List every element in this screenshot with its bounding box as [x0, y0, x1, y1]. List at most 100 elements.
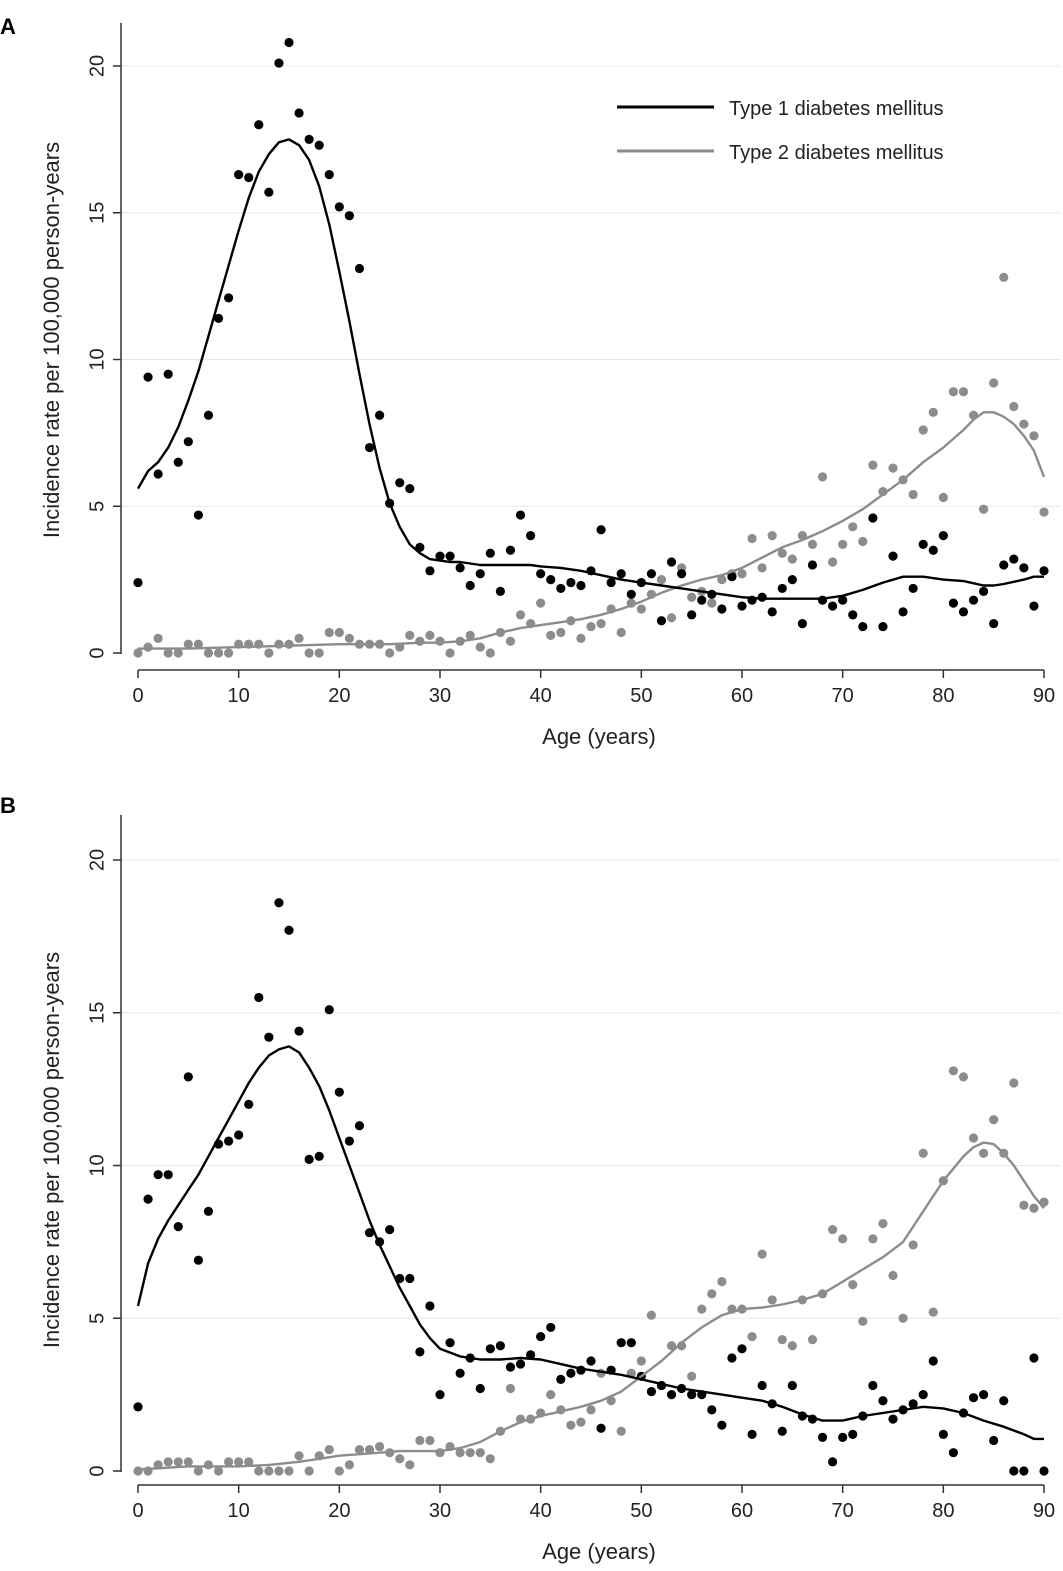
- panel-a-grid: [121, 65, 1060, 507]
- type2-point: [707, 1289, 717, 1299]
- type2-point: [807, 539, 818, 550]
- type2-point: [979, 1148, 989, 1158]
- type1-fit-line: [136, 1045, 1044, 1441]
- type1-point: [596, 525, 606, 535]
- type1-point: [817, 595, 828, 605]
- type1-point: [878, 1396, 888, 1406]
- type2-point: [888, 463, 898, 473]
- type2-point: [153, 633, 163, 643]
- type2-point: [334, 627, 344, 638]
- type2-point: [203, 648, 214, 658]
- type2-point: [828, 557, 838, 567]
- type1-point: [224, 293, 234, 303]
- type2-point: [364, 1445, 375, 1455]
- type1-point: [717, 1420, 727, 1430]
- y-tick-label: 15: [86, 1002, 108, 1024]
- type1-point: [1009, 1466, 1019, 1476]
- type2-point: [616, 627, 626, 638]
- type1-point: [294, 108, 304, 118]
- type1-point: [334, 202, 344, 212]
- type2-point: [848, 1280, 858, 1290]
- type1-point: [677, 569, 687, 579]
- type2-point: [747, 1331, 757, 1342]
- type2-point: [636, 1356, 646, 1366]
- panel-a-axes: 0 5 10 15 20 0 10 20 30 40 50 60 70 80 90: [86, 23, 1055, 707]
- type1-point: [405, 484, 415, 494]
- type2-point: [445, 648, 455, 658]
- panel-b-grid: [121, 859, 1060, 1319]
- x-tick-label: 90: [1033, 1500, 1055, 1522]
- type1-point: [475, 1383, 485, 1394]
- type2-point: [737, 569, 747, 579]
- legend-type1-label: Type 1 diabetes mellitus: [729, 98, 944, 120]
- type1-point: [566, 577, 576, 588]
- type1-point: [153, 469, 163, 479]
- type1-point: [737, 601, 747, 611]
- x-tick-label: 20: [328, 1500, 350, 1522]
- type2-point: [878, 1218, 888, 1229]
- type1-point: [626, 1338, 636, 1348]
- type1-point: [586, 1356, 596, 1366]
- type1-point: [898, 607, 908, 617]
- type1-point: [656, 616, 667, 626]
- type1-point: [465, 580, 475, 591]
- x-tick-label: 10: [228, 1500, 250, 1522]
- type2-point: [898, 1313, 908, 1323]
- type1-point: [707, 1405, 717, 1415]
- type1-point: [717, 604, 727, 614]
- type1-point: [999, 1396, 1009, 1406]
- type1-point: [294, 1026, 304, 1036]
- type1-point: [868, 1380, 878, 1391]
- type1-point: [868, 513, 878, 523]
- panel-a-label: A: [0, 14, 16, 39]
- type2-point: [989, 1115, 999, 1125]
- type2-point: [1019, 419, 1029, 429]
- type2-point: [958, 387, 969, 397]
- type2-point: [948, 387, 959, 397]
- type1-point: [979, 1390, 989, 1400]
- type2-point: [616, 1426, 626, 1436]
- type2-point: [375, 1441, 385, 1452]
- type2-point: [405, 630, 415, 640]
- type2-point: [415, 636, 425, 646]
- type2-point: [777, 1335, 787, 1345]
- type1-point: [828, 1457, 838, 1467]
- type2-point: [646, 1310, 657, 1320]
- type2-point: [304, 1466, 314, 1476]
- panel-b-y-axis-title: Incidence rate per 100,000 person-years: [39, 952, 64, 1348]
- type2-point: [948, 1066, 959, 1076]
- type2-point: [475, 642, 485, 652]
- type1-point: [445, 1338, 455, 1348]
- type1-point: [1039, 566, 1049, 576]
- type1-point: [193, 510, 203, 520]
- type1-point: [777, 1426, 787, 1436]
- type2-point: [294, 1451, 304, 1461]
- type1-point: [163, 369, 173, 379]
- x-tick-label: 80: [932, 685, 954, 707]
- type1-point: [546, 1322, 556, 1333]
- type2-point: [757, 1249, 767, 1259]
- type1-point: [838, 595, 848, 605]
- type1-point: [938, 1429, 948, 1439]
- type2-point: [284, 1466, 294, 1476]
- type1-point: [324, 169, 334, 180]
- x-tick-label: 30: [429, 685, 451, 707]
- x-tick-label: 40: [530, 1500, 552, 1522]
- type2-point: [133, 648, 143, 658]
- type1-point: [747, 1429, 757, 1439]
- type2-point: [314, 648, 324, 658]
- type2-point: [717, 575, 727, 585]
- type1-point: [264, 1032, 274, 1042]
- type2-point: [455, 1448, 465, 1458]
- type1-point: [848, 1429, 858, 1439]
- type2-point: [908, 489, 918, 500]
- type2-point: [193, 639, 203, 649]
- type2-point: [294, 633, 304, 643]
- type1-point: [405, 1273, 415, 1284]
- type1-point: [475, 569, 485, 579]
- panel-a-marks: [133, 37, 1049, 658]
- type1-point: [183, 1072, 193, 1082]
- type1-point: [515, 510, 526, 520]
- type1-point: [918, 539, 928, 550]
- type2-point: [707, 598, 717, 608]
